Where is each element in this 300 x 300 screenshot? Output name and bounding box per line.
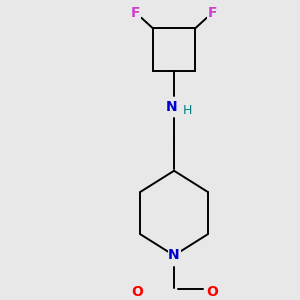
Text: H: H — [183, 103, 192, 117]
Text: O: O — [207, 285, 218, 299]
Text: O: O — [132, 285, 143, 299]
Text: F: F — [131, 6, 140, 20]
Text: N: N — [168, 248, 180, 262]
Text: N: N — [165, 100, 177, 114]
Text: F: F — [208, 6, 217, 20]
